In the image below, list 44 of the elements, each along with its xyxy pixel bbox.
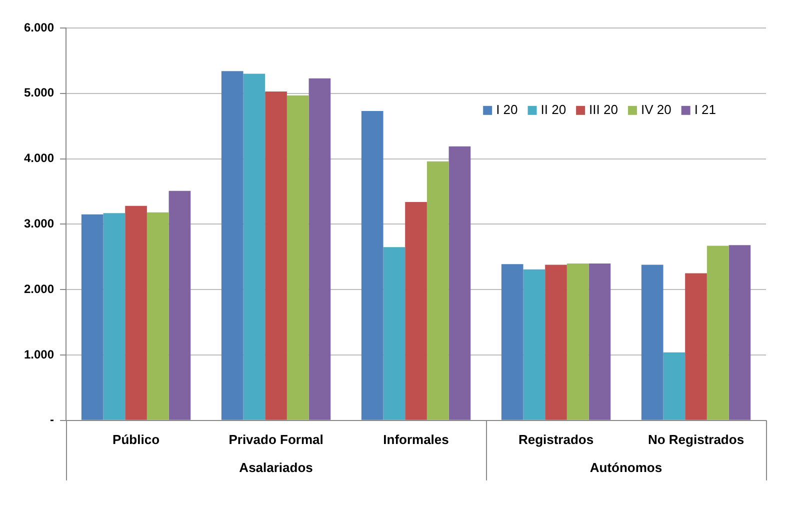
bar bbox=[523, 269, 546, 420]
bar bbox=[545, 264, 567, 420]
bar bbox=[663, 352, 686, 420]
x-tick-label: Registrados bbox=[518, 432, 594, 447]
bar bbox=[125, 206, 147, 420]
bar bbox=[103, 213, 126, 420]
bar bbox=[286, 95, 309, 420]
bar bbox=[566, 263, 589, 420]
bar bbox=[243, 74, 266, 420]
bar bbox=[405, 202, 427, 420]
bar bbox=[383, 247, 406, 420]
bar bbox=[641, 264, 664, 420]
legend-label: III 20 bbox=[589, 102, 618, 117]
legend-label: II 20 bbox=[540, 102, 566, 117]
legend-label: I 20 bbox=[496, 102, 518, 117]
y-tick-label: 6.000 bbox=[24, 20, 54, 34]
bar bbox=[146, 212, 169, 420]
x-tick-label: Público bbox=[112, 432, 160, 447]
bar bbox=[501, 264, 524, 420]
y-tick-label: 5.000 bbox=[24, 86, 54, 100]
bar bbox=[81, 214, 104, 420]
text: Asalariados bbox=[239, 460, 313, 475]
bar bbox=[706, 246, 729, 420]
y-tick-label: 2.000 bbox=[24, 282, 54, 296]
x-tick-label: No Registrados bbox=[648, 432, 744, 447]
legend-label: I 21 bbox=[694, 102, 716, 117]
bar bbox=[265, 91, 287, 420]
x-tick-label: Privado Formal bbox=[228, 432, 324, 447]
y-tick-label: - bbox=[50, 412, 54, 427]
bar bbox=[168, 190, 191, 420]
text: Autónomos bbox=[590, 460, 662, 475]
legend-label: IV 20 bbox=[640, 102, 672, 117]
bar bbox=[426, 161, 449, 420]
bar bbox=[308, 78, 331, 420]
y-tick-label: 4.000 bbox=[24, 151, 54, 166]
bar bbox=[588, 263, 611, 420]
bar bbox=[221, 71, 244, 420]
bar bbox=[448, 146, 471, 420]
x-tick-label: Informales bbox=[383, 432, 449, 447]
bar bbox=[361, 111, 384, 420]
bar bbox=[728, 245, 751, 420]
y-tick-label: 3.000 bbox=[24, 216, 54, 231]
bar bbox=[685, 273, 707, 420]
y-tick-label: 1.000 bbox=[24, 347, 54, 362]
